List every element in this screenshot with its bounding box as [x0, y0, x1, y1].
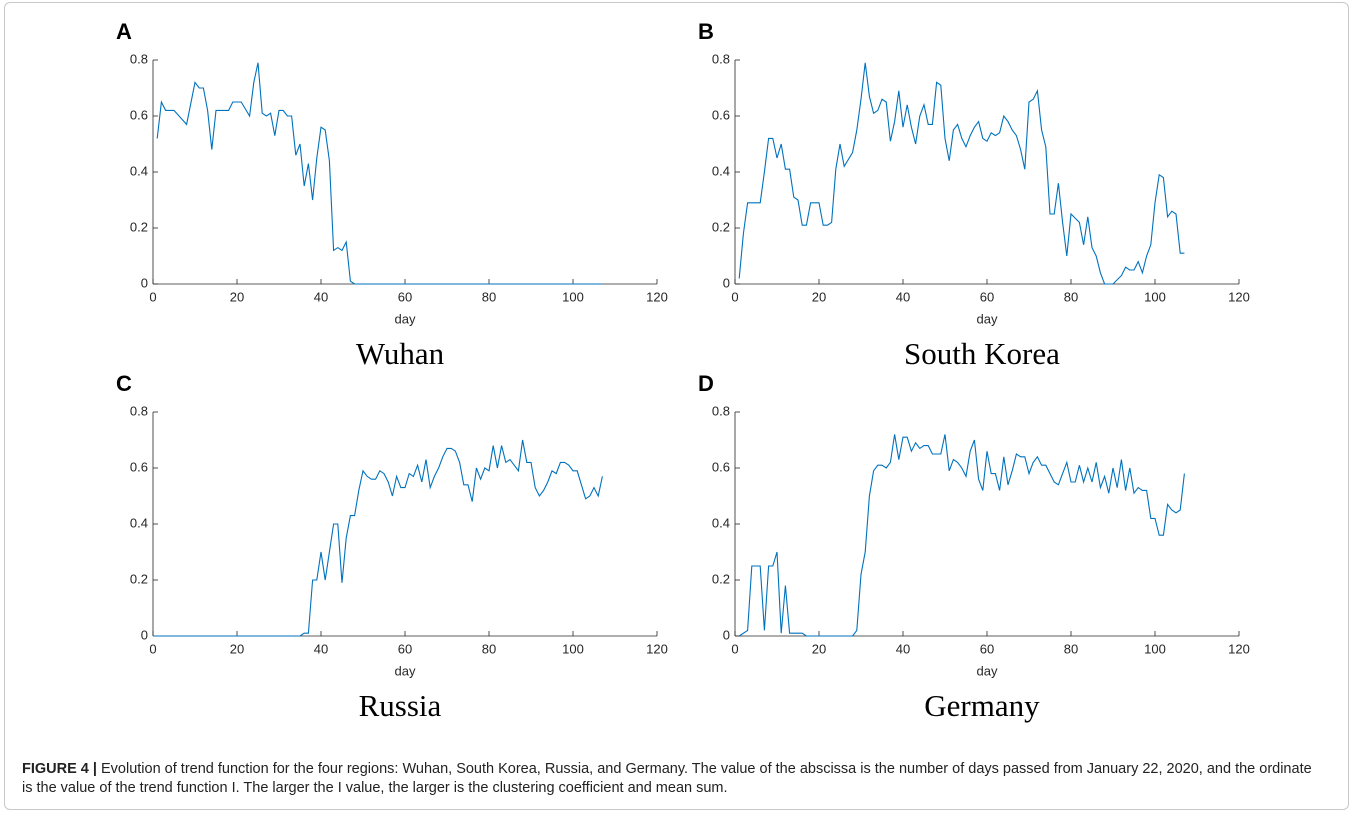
x-tick-label: 100 [1144, 641, 1166, 656]
x-tick-label: 40 [314, 641, 328, 656]
x-axis-label: day [977, 663, 998, 678]
x-tick-label: 80 [482, 641, 496, 656]
y-tick-label: 0.2 [712, 571, 730, 586]
x-tick-label: 80 [1064, 641, 1078, 656]
x-axis-label: day [395, 311, 416, 326]
x-tick-label: 60 [398, 289, 412, 304]
trend-line [153, 439, 603, 637]
x-tick-label: 100 [1144, 289, 1166, 304]
y-tick-label: 0.4 [712, 515, 730, 530]
y-tick-label: 0.8 [712, 51, 730, 66]
y-tick-label: 0.2 [712, 219, 730, 234]
x-tick-label: 120 [1228, 641, 1250, 656]
caption: FIGURE 4 | Evolution of trend function f… [22, 760, 1322, 798]
y-tick-label: 0.4 [712, 163, 730, 178]
trend-line [738, 434, 1185, 637]
region-title: Russia [359, 688, 442, 723]
region-title: South Korea [904, 336, 1060, 371]
x-tick-label: 60 [398, 641, 412, 656]
y-tick-label: 0 [723, 627, 730, 642]
region-title: Germany [924, 688, 1040, 723]
caption-text: Evolution of trend function for the four… [22, 761, 1312, 796]
x-tick-label: 60 [980, 641, 994, 656]
x-tick-label: 120 [646, 641, 668, 656]
figure-frame [4, 2, 1349, 810]
x-tick-label: 0 [731, 641, 738, 656]
y-tick-label: 0.8 [130, 51, 148, 66]
x-tick-label: 100 [562, 641, 584, 656]
trend-line [738, 62, 1185, 285]
y-tick-label: 0.6 [712, 459, 730, 474]
y-tick-label: 0.6 [130, 459, 148, 474]
x-tick-label: 20 [812, 289, 826, 304]
y-tick-label: 0.2 [130, 571, 148, 586]
x-tick-label: 0 [731, 289, 738, 304]
x-tick-label: 80 [1064, 289, 1078, 304]
x-tick-label: 80 [482, 289, 496, 304]
x-tick-label: 0 [149, 641, 156, 656]
figure: A00.20.40.60.80 20 40 60 80 100 120dayWuhanB00… [116, 19, 1250, 723]
x-tick-label: 40 [314, 289, 328, 304]
x-tick-label: 100 [562, 289, 584, 304]
region-title: Wuhan [356, 336, 445, 371]
y-tick-label: 0 [141, 275, 148, 290]
y-tick-label: 0 [141, 627, 148, 642]
x-tick-label: 60 [980, 289, 994, 304]
panel-label: D [698, 371, 714, 396]
y-tick-label: 0.2 [130, 219, 148, 234]
x-axis-label: day [977, 311, 998, 326]
panel-label: B [698, 19, 714, 44]
y-tick-label: 0.8 [130, 403, 148, 418]
x-tick-label: 40 [896, 289, 910, 304]
x-tick-label: 20 [230, 641, 244, 656]
y-tick-label: 0.6 [130, 107, 148, 122]
x-tick-label: 20 [230, 289, 244, 304]
y-tick-label: 0.4 [130, 163, 148, 178]
x-tick-label: 20 [812, 641, 826, 656]
y-tick-label: 0 [723, 275, 730, 290]
x-tick-label: 40 [896, 641, 910, 656]
x-tick-label: 0 [149, 289, 156, 304]
y-tick-label: 0.4 [130, 515, 148, 530]
x-tick-label: 120 [1228, 289, 1250, 304]
panel-label: C [116, 371, 132, 396]
y-tick-label: 0.8 [712, 403, 730, 418]
trend-line [156, 62, 603, 285]
x-axis-label: day [395, 663, 416, 678]
caption-label: FIGURE 4 | [22, 761, 97, 777]
x-tick-label: 120 [646, 289, 668, 304]
y-tick-label: 0.6 [712, 107, 730, 122]
panel-label: A [116, 19, 132, 44]
